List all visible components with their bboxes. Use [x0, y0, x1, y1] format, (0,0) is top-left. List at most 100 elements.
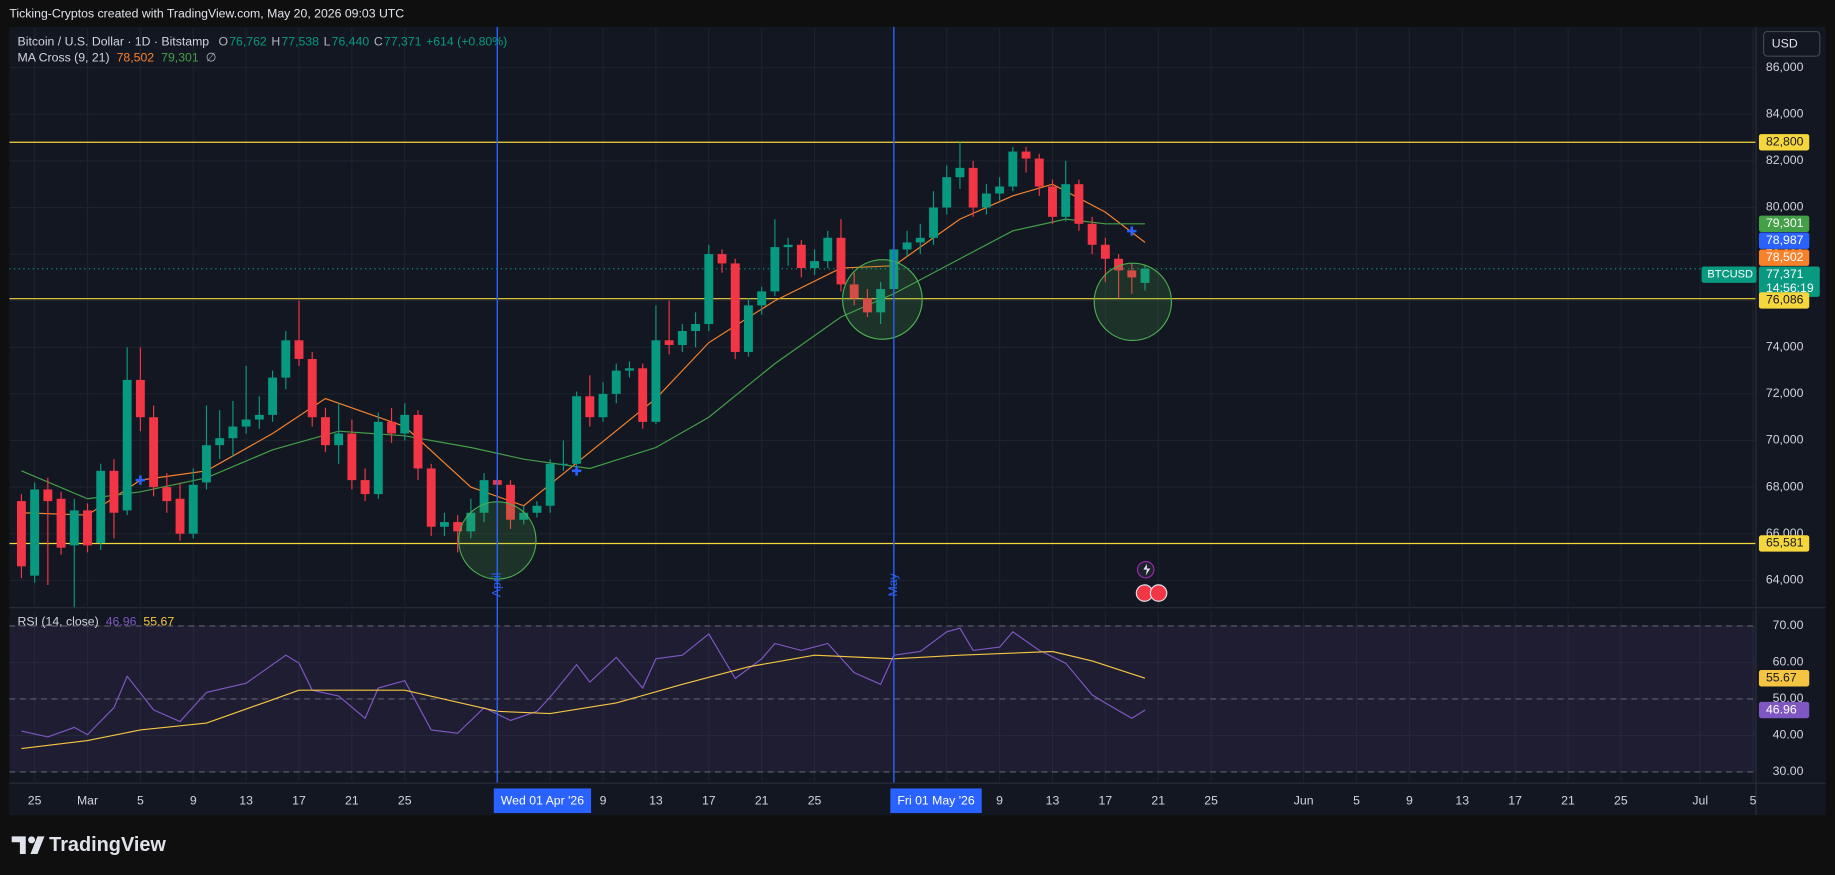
currency-button[interactable]: USD [1763, 30, 1821, 57]
candle-body [691, 324, 701, 331]
ohlc-value: 77,371 [384, 34, 422, 48]
candle-body [268, 377, 278, 415]
candle-body [307, 358, 317, 418]
vertical-line-label: April [490, 573, 504, 598]
candle-body [387, 421, 396, 434]
candle-body [836, 237, 846, 285]
candle-body [360, 480, 370, 495]
y-tick-label: 68,000 [1766, 479, 1804, 493]
candle-body [215, 438, 225, 446]
y-tick-label: 84,000 [1766, 107, 1804, 121]
candle-body [810, 261, 819, 269]
x-tick-label: 5 [137, 794, 144, 808]
x-tick-label: 13 [1046, 794, 1060, 808]
x-tick-label: 13 [1455, 794, 1469, 808]
cross-marker [571, 466, 582, 476]
price-badge [1758, 535, 1810, 552]
candle-body [1127, 270, 1137, 278]
x-tick-label: Mar [77, 794, 98, 808]
currency-button-frame[interactable] [1763, 30, 1821, 57]
highlight-circle [1093, 262, 1173, 341]
ohlc-value: 76,762 [229, 34, 267, 48]
price-badge-label: 46.96 [1766, 702, 1797, 716]
ohlc-key: L [324, 34, 331, 48]
indicator-name: MA Cross (9, 21) [18, 51, 110, 65]
currency-label[interactable]: USD [1772, 37, 1798, 51]
candle-body [1034, 158, 1044, 187]
rsi-title: RSI (14, close) [18, 615, 99, 629]
cross-marker [135, 475, 146, 485]
price-badge-label: 78,502 [1766, 250, 1804, 264]
candle-body [1114, 258, 1124, 271]
time-axis-badge-label: Wed 01 Apr '26 [501, 794, 584, 808]
candle-body [876, 289, 886, 313]
brand-name: TradingView [49, 834, 166, 856]
candle-body [677, 330, 687, 345]
candle-body [1048, 186, 1057, 217]
event-icon[interactable] [1136, 560, 1155, 579]
candle-body [545, 463, 555, 506]
x-tick-label: 17 [292, 794, 306, 808]
price-badge [1758, 266, 1820, 297]
candle-body [849, 284, 859, 299]
candle-body [1074, 184, 1084, 224]
candle-body [519, 512, 529, 520]
x-tick-label: 13 [239, 794, 253, 808]
price-badge-label: 78,987 [1766, 233, 1804, 247]
ohlc-key: O [218, 34, 228, 48]
x-tick-label: 21 [755, 794, 769, 808]
y-tick-label: 30.00 [1773, 764, 1804, 778]
candle-body [347, 433, 357, 481]
candle-body [757, 291, 767, 306]
x-tick-label: 9 [996, 794, 1003, 808]
x-tick-label: Jun [1294, 794, 1314, 808]
candle-body [955, 167, 965, 178]
candle-body [109, 470, 119, 513]
candle-body [942, 177, 952, 208]
candle-body [1140, 268, 1150, 283]
event-icon[interactable] [1149, 584, 1168, 602]
candle-body [479, 480, 489, 513]
time-axis-badge [890, 788, 982, 814]
candle-body [294, 340, 304, 359]
candle-body [981, 193, 991, 208]
x-tick-label: 5 [1750, 794, 1757, 808]
event-icons[interactable] [1135, 560, 1168, 602]
grid [9, 28, 1756, 782]
candle-body [572, 396, 582, 464]
candle-body [1100, 244, 1110, 259]
x-tick-label: 9 [1406, 794, 1413, 808]
candle-body [466, 512, 476, 532]
price-countdown: 14:56:19 [1766, 281, 1814, 295]
x-tick-label: 5 [1353, 794, 1360, 808]
ma-line [21, 183, 1146, 516]
x-tick-label: 17 [1508, 794, 1522, 808]
price-badge [1758, 215, 1810, 232]
y-tick-label: 40.00 [1773, 728, 1804, 742]
rsi-line [21, 650, 1146, 750]
y-tick-label: 70,000 [1766, 433, 1804, 447]
candle-body [638, 368, 648, 422]
candle-body [202, 445, 211, 483]
indicator-symbol: ∅ [206, 51, 217, 65]
candle-body [16, 501, 26, 567]
x-tick-label: 21 [1151, 794, 1165, 808]
axes: 64,00066,00068,00070,00072,00074,00076,0… [28, 26, 1820, 814]
candle-body [400, 414, 410, 434]
candle-body [149, 417, 159, 488]
ohlc-value: 77,538 [281, 34, 319, 48]
candle-body [83, 510, 92, 546]
x-tick-label: 21 [1561, 794, 1575, 808]
x-tick-label: 25 [398, 794, 412, 808]
candle-body [122, 379, 132, 511]
candle-body [175, 498, 185, 534]
y-tick-label: 82,000 [1766, 153, 1804, 167]
highlight-circle [842, 259, 923, 340]
candle-body [241, 419, 251, 427]
candle-body [506, 484, 515, 520]
candle-body [320, 417, 330, 446]
rsi-value: 55.67 [143, 615, 174, 629]
rsi-line [21, 627, 1146, 738]
